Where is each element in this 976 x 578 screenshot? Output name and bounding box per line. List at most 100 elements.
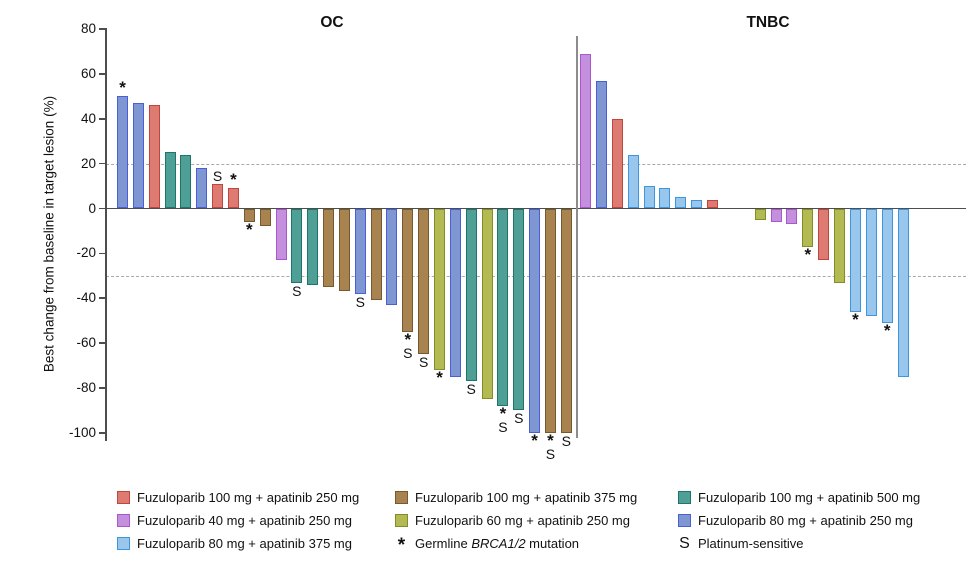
s-symbol: S [679,535,690,552]
y-tick-40 [99,118,106,120]
bar-tnbc-11 [770,208,782,222]
legend-swatch-F100A500 [678,491,691,504]
bar-oc-17 [370,208,382,301]
legend-item-F100A375: Fuzuloparib 100 mg + apatinib 375 mg [395,490,637,505]
bar-oc-3 [148,105,160,209]
bar-oc-14 [323,208,335,287]
platinum-sensitive-mark: S [466,381,476,398]
bar-oc-6 [196,168,208,209]
y-tick--80 [99,387,106,389]
bar-oc-27 [529,208,541,433]
legend-label: Fuzuloparib 80 mg + apatinib 250 mg [698,513,913,528]
reference-line-20 [106,163,966,165]
brca-mutation-mark: * [245,219,253,239]
y-tick-0 [99,207,106,210]
brca-mutation-mark: * [804,244,812,264]
bar-tnbc-1 [580,53,591,209]
y-axis-line [105,28,107,441]
bar-oc-4 [164,152,176,209]
brca-mutation-mark: * [531,430,538,450]
legend-swatch-F100A375 [395,491,408,504]
bar-tnbc-13 [802,208,814,247]
bar-tnbc-5 [643,186,655,209]
bar-oc-16 [354,208,366,294]
platinum-sensitive-mark: S [292,282,302,299]
legend-label: Fuzuloparib 100 mg + apatinib 250 mg [137,490,360,505]
bar-oc-5 [180,154,192,209]
bar-oc-22 [449,208,461,377]
y-tick--40 [99,297,106,299]
legend-swatch-F60A250 [395,514,408,527]
legend-item-F100A500: Fuzuloparib 100 mg + apatinib 500 mg [678,490,920,505]
panel-divider [576,36,578,438]
bar-oc-18 [386,208,398,305]
bar-oc-28 [544,208,556,433]
y-axis-title: Best change from baseline in target lesi… [41,95,57,373]
bar-tnbc-16 [849,208,861,312]
bar-tnbc-7 [675,197,687,209]
bar-oc-15 [338,208,350,292]
bar-tnbc-15 [834,208,846,283]
brca-mutation-mark: * [436,367,443,387]
bar-oc-7 [212,183,224,209]
panel-title-oc: OC [320,14,344,31]
bar-oc-1 [117,96,128,209]
zero-baseline [105,207,966,210]
legend-item-platinum-sensitive: S Platinum-sensitive [678,535,804,552]
y-tick--20 [99,252,106,255]
legend-label: Platinum-sensitive [698,536,804,551]
legend-label: Fuzuloparib 100 mg + apatinib 375 mg [415,490,638,505]
bar-tnbc-12 [786,208,798,225]
bar-oc-25 [497,208,509,406]
platinum-sensitive-mark: S [418,354,429,371]
bar-tnbc-3 [611,118,623,209]
bar-tnbc-2 [595,80,607,209]
legend-item-F80A375: Fuzuloparib 80 mg + apatinib 375 mg [117,536,352,551]
bar-oc-23 [465,208,477,382]
asterisk-symbol: * [397,535,406,556]
platinum-sensitive-mark: S [355,293,365,310]
panel-title-tnbc: TNBC [746,14,790,31]
bar-tnbc-17 [865,208,877,317]
platinum-sensitive-mark: S [514,410,524,427]
y-tick--100 [99,432,106,434]
bar-oc-26 [513,208,525,411]
legend-item-F60A250: Fuzuloparib 60 mg + apatinib 250 mg [395,513,630,528]
y-tick-label-20: 20 [80,155,96,171]
y-tick-20 [99,162,106,165]
legend-label: Fuzuloparib 60 mg + apatinib 250 mg [415,513,630,528]
brca-mutation-mark: * [883,320,891,340]
bar-oc-13 [307,208,319,285]
brca-mutation-mark: * [852,309,859,329]
bar-tnbc-10 [754,208,766,220]
y-tick-label-60: 60 [80,65,96,81]
bar-oc-12 [291,208,303,283]
brca-mutation-mark: * [404,329,412,349]
legend-swatch-F100A250 [117,491,130,504]
bar-oc-29 [560,208,572,433]
y-tick-label--100: -100 [68,424,96,440]
bar-oc-2 [132,103,144,209]
bar-tnbc-18 [881,208,893,323]
legend-item-F80A250: Fuzuloparib 80 mg + apatinib 250 mg [678,513,913,528]
legend-label: Fuzuloparib 40 mg + apatinib 250 mg [137,513,352,528]
y-tick--60 [99,342,106,344]
bar-tnbc-4 [627,154,639,209]
bar-oc-19 [402,208,414,332]
y-tick-label--80: -80 [76,379,96,395]
brca-mutation-mark: * [119,78,126,98]
legend-label: Germline BRCA1/2 mutation [415,536,580,551]
y-tick-label-40: 40 [80,110,96,126]
y-tick-label--60: -60 [76,335,96,351]
legend-item-F40A250: Fuzuloparib 40 mg + apatinib 250 mg [117,513,352,528]
platinum-sensitive-mark: S [561,432,571,449]
legend-label: Fuzuloparib 80 mg + apatinib 375 mg [137,536,352,551]
bar-oc-8 [227,188,239,209]
y-tick-label-0: 0 [88,200,96,216]
bar-oc-10 [259,208,271,227]
platinum-sensitive-mark: S [403,345,413,362]
bar-tnbc-19 [897,208,909,377]
brca-mutation-mark: * [499,403,507,423]
bar-oc-24 [481,208,493,400]
